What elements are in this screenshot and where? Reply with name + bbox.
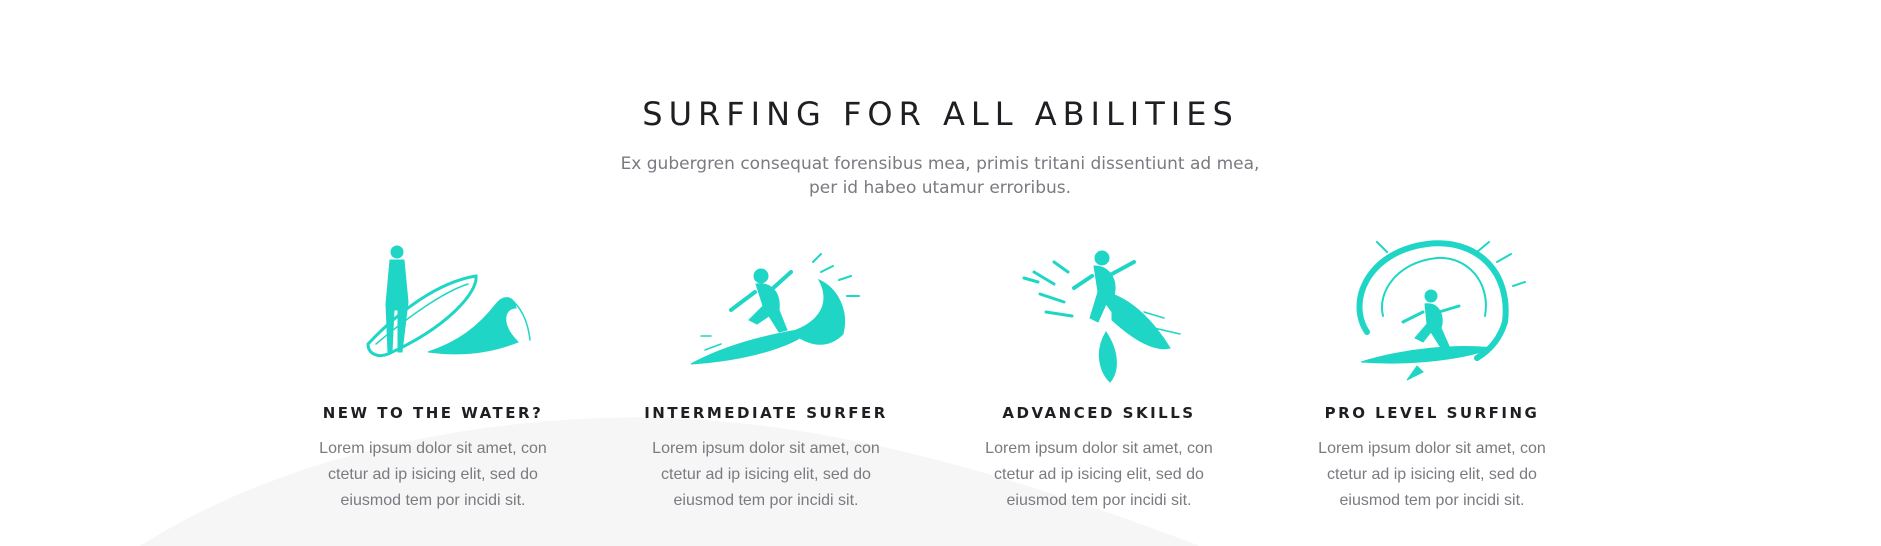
card-description: Lorem ipsum dolor sit amet, con ctetur a…: [1302, 436, 1562, 514]
section-title: SURFING FOR ALL ABILITIES: [642, 95, 1239, 133]
card-text-line: Lorem ipsum dolor sit amet, con: [319, 440, 547, 457]
surfer-in-barrel-icon: [1356, 240, 1526, 381]
surfer-standing-with-board-icon: [366, 245, 531, 358]
card-text-line: Lorem ipsum dolor sit amet, con: [985, 440, 1213, 457]
ability-card-advanced: ADVANCED SKILLS Lorem ipsum dolor sit am…: [949, 232, 1249, 514]
card-text-line: Lorem ipsum dolor sit amet, con: [1318, 440, 1546, 457]
section-subtitle: Ex gubergren consequat forensibus mea, p…: [590, 152, 1290, 200]
card-heading: INTERMEDIATE SURFER: [644, 404, 888, 422]
subtitle-line-1: Ex gubergren consequat forensibus mea, p…: [620, 154, 1260, 174]
card-heading: PRO LEVEL SURFING: [1324, 404, 1540, 422]
card-text-line: eiusmod tem por incidi sit.: [1006, 492, 1192, 509]
card-description: Lorem ipsum dolor sit amet, con ctetur a…: [636, 436, 896, 514]
card-description: Lorem ipsum dolor sit amet, con ctetur a…: [969, 436, 1229, 514]
surfer-riding-wave-icon: [690, 253, 860, 365]
card-heading: NEW TO THE WATER?: [322, 404, 544, 422]
card-text-line: eiusmod tem por incidi sit.: [1339, 492, 1525, 509]
card-heading: ADVANCED SKILLS: [1002, 404, 1196, 422]
subtitle-line-2: per id habeo utamur erroribus.: [808, 178, 1072, 198]
card-text-line: ctetur ad ip isicing elit, sed do: [328, 466, 538, 483]
card-text-line: ctetur ad ip isicing elit, sed do: [994, 466, 1204, 483]
card-description: Lorem ipsum dolor sit amet, con ctetur a…: [303, 436, 563, 514]
ability-card-pro: PRO LEVEL SURFING Lorem ipsum dolor sit …: [1282, 232, 1582, 514]
ability-card-beginner: NEW TO THE WATER? Lorem ipsum dolor sit …: [283, 232, 583, 514]
card-text-line: eiusmod tem por incidi sit.: [673, 492, 859, 509]
card-text-line: ctetur ad ip isicing elit, sed do: [661, 466, 871, 483]
card-text-line: eiusmod tem por incidi sit.: [340, 492, 526, 509]
ability-card-intermediate: INTERMEDIATE SURFER Lorem ipsum dolor si…: [616, 232, 916, 514]
card-text-line: Lorem ipsum dolor sit amet, con: [652, 440, 880, 457]
surfer-carving-icon: [1022, 250, 1181, 383]
card-text-line: ctetur ad ip isicing elit, sed do: [1327, 466, 1537, 483]
